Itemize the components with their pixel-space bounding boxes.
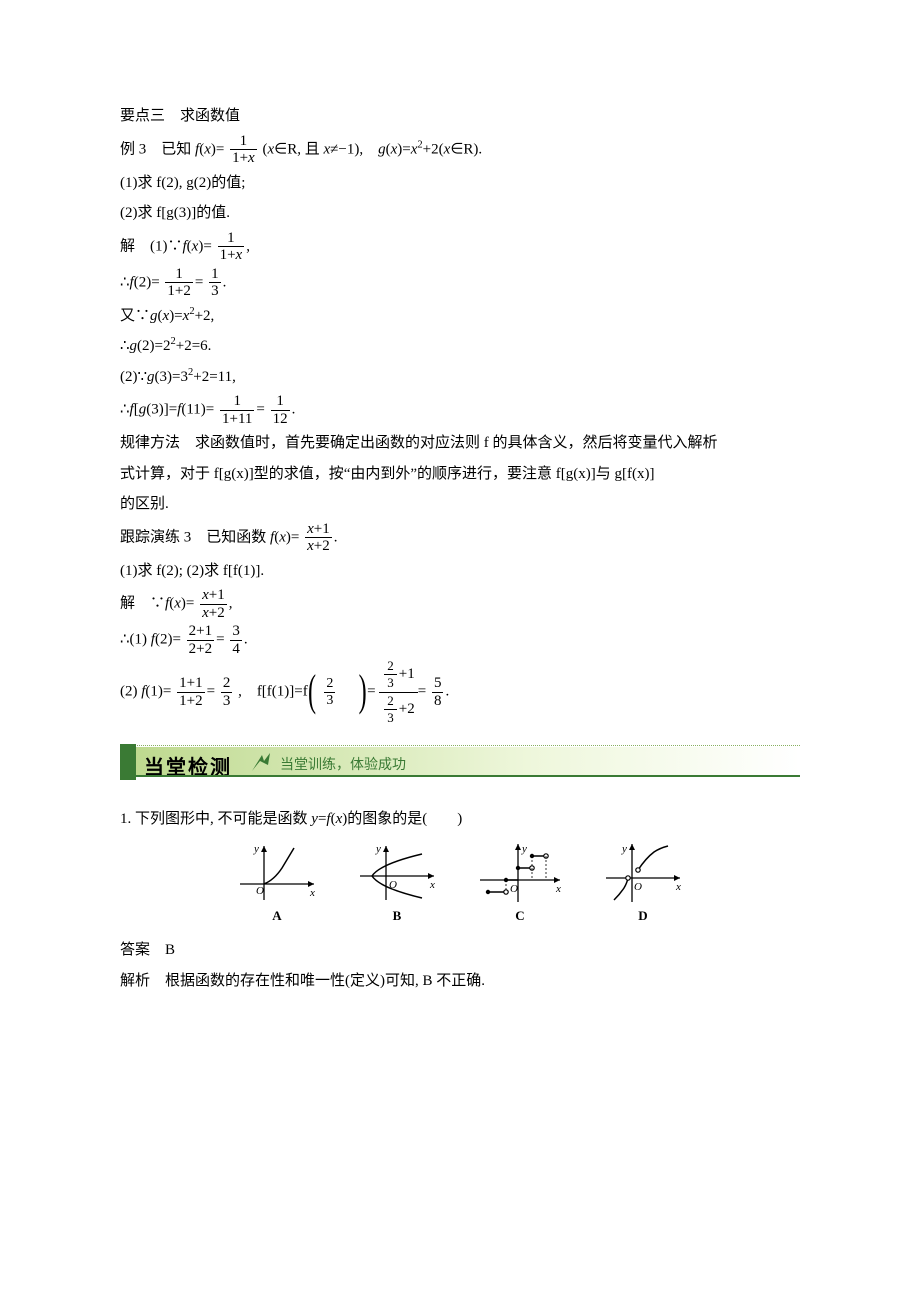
graph-label-b: B bbox=[352, 904, 442, 929]
question-1: (1)求 f(2), g(2)的值; bbox=[120, 169, 800, 198]
svg-text:y: y bbox=[253, 843, 259, 855]
graph-label-a: A bbox=[232, 904, 322, 929]
graph-option-b: O x y B bbox=[352, 840, 442, 929]
answer-value: B bbox=[165, 942, 175, 958]
svg-text:O: O bbox=[634, 881, 642, 893]
banner-title: 当堂检测 bbox=[144, 749, 232, 787]
nested-frac: 23+1 23+2 bbox=[379, 659, 417, 725]
math-fx: f bbox=[195, 141, 199, 157]
banner-arrow-icon bbox=[250, 751, 272, 773]
gx-line: 又∵g(x)=x2+2, bbox=[120, 302, 800, 331]
frac-1-over-1px: 1 1+x bbox=[230, 133, 257, 167]
graph-label-c: C bbox=[472, 904, 568, 929]
answer-label: 答案 bbox=[120, 942, 165, 958]
svg-text:y: y bbox=[521, 843, 527, 855]
track-sol-start: 解 ∵f(x)= x+1x+2, bbox=[120, 587, 800, 621]
track-1: ∴(1) f(2)= 2+12+2= 34. bbox=[120, 623, 800, 657]
svg-text:x: x bbox=[429, 879, 435, 891]
graph-option-a: O x y A bbox=[232, 840, 322, 929]
rule-line-2: 式计算，对于 f[g(x)]型的求值，按“由内到外”的顺序进行，要注意 f[g(… bbox=[120, 460, 800, 489]
example-label: 例 3 已知 bbox=[120, 141, 195, 157]
g3-line: (2)∵g(3)=32+2=11, bbox=[120, 363, 800, 392]
rule-line-1: 规律方法 求函数值时，首先要确定出函数的对应法则 f 的具体含义，然后将变量代入… bbox=[120, 429, 800, 458]
track-2: (2) f(1)= 1+11+2= 23 , f[f(1)]=f(23 )= 2… bbox=[120, 659, 800, 725]
track-q: (1)求 f(2); (2)求 f[f(1)]. bbox=[120, 557, 800, 586]
question-2: (2)求 f[g(3)]的值. bbox=[120, 199, 800, 228]
svg-text:O: O bbox=[256, 885, 264, 897]
track-label: 跟踪演练 3 已知函数 bbox=[120, 529, 270, 545]
f2-line: ∴f(2)= 11+2= 13. bbox=[120, 266, 800, 300]
analysis-label: 解析 bbox=[120, 973, 165, 989]
mc-stem: 1. 下列图形中, 不可能是函数 y=f(x)的图象的是( ) bbox=[120, 805, 800, 834]
fg3-line: ∴f[g(3)]=f(11)= 11+11= 112. bbox=[120, 393, 800, 427]
answer-line: 答案 B bbox=[120, 936, 800, 965]
svg-text:O: O bbox=[510, 883, 518, 895]
svg-text:x: x bbox=[555, 883, 561, 895]
graph-option-c: O x y C bbox=[472, 840, 568, 929]
solution-1-start: 解 (1)∵f(x)= 1 1+x , bbox=[120, 230, 800, 264]
svg-text:x: x bbox=[675, 881, 681, 893]
example-3: 例 3 已知 f(x)= 1 1+x (x∈R, 且 x≠−1), g(x)=x… bbox=[120, 133, 800, 167]
svg-text:y: y bbox=[375, 843, 381, 855]
page: 要点三 求函数值 例 3 已知 f(x)= 1 1+x (x∈R, 且 x≠−1… bbox=[0, 0, 920, 1087]
svg-text:x: x bbox=[309, 887, 315, 899]
svg-text:O: O bbox=[389, 879, 397, 891]
analysis-text: 根据函数的存在性和唯一性(定义)可知, B 不正确. bbox=[165, 973, 485, 989]
frac: 1 1+x bbox=[218, 230, 245, 264]
graph-label-d: D bbox=[598, 904, 688, 929]
analysis-line: 解析 根据函数的存在性和唯一性(定义)可知, B 不正确. bbox=[120, 967, 800, 996]
svg-text:y: y bbox=[621, 843, 627, 855]
section-banner: 当堂检测 当堂训练，体验成功 bbox=[120, 747, 800, 777]
g2-line: ∴g(2)=22+2=6. bbox=[120, 332, 800, 361]
section-title: 要点三 求函数值 bbox=[120, 102, 800, 131]
graph-option-d: O x y D bbox=[598, 840, 688, 929]
t2-mid: , f[f(1)]=f bbox=[238, 684, 308, 700]
rule-line-3: 的区别. bbox=[120, 490, 800, 519]
track-3: 跟踪演练 3 已知函数 f(x)= x+1x+2. bbox=[120, 521, 800, 555]
mc-graphs: O x y A O x y B bbox=[120, 840, 800, 929]
